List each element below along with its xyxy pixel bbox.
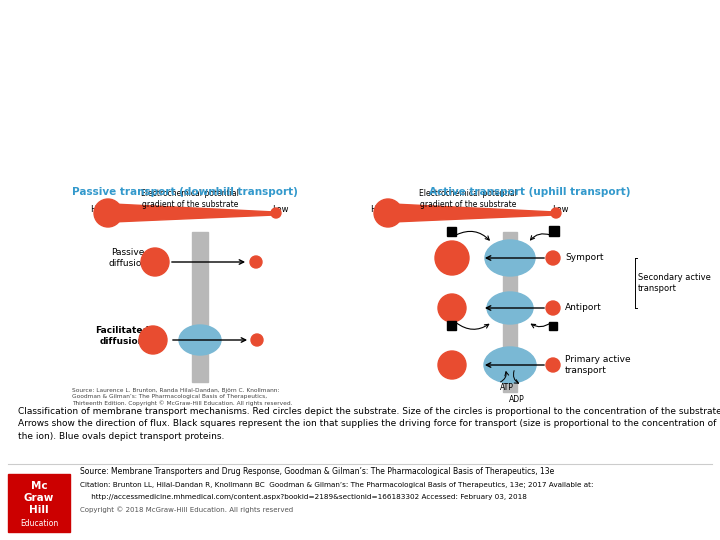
- Text: Antiport: Antiport: [565, 303, 602, 313]
- Bar: [549, 322, 557, 330]
- Circle shape: [546, 301, 560, 315]
- Text: Low: Low: [552, 205, 568, 213]
- Text: Source: Membrane Transporters and Drug Response, Goodman & Gilman’s: The Pharmac: Source: Membrane Transporters and Drug R…: [80, 468, 554, 476]
- Text: Copyright © 2018 McGraw-Hill Education. All rights reserved: Copyright © 2018 McGraw-Hill Education. …: [80, 507, 293, 514]
- Circle shape: [250, 256, 262, 268]
- Bar: [8, 474, 70, 532]
- Circle shape: [551, 208, 561, 218]
- Text: Graw: Graw: [24, 493, 54, 503]
- Text: Classification of membrane transport mechanisms. Red circles depict the substrat: Classification of membrane transport mec…: [18, 407, 720, 441]
- Text: Mc: Mc: [31, 481, 48, 491]
- Polygon shape: [393, 204, 555, 222]
- Text: Symport: Symport: [565, 253, 603, 262]
- Text: Low: Low: [271, 205, 288, 213]
- Circle shape: [435, 241, 469, 275]
- Circle shape: [438, 294, 466, 322]
- Circle shape: [94, 199, 122, 227]
- Text: High: High: [90, 205, 109, 213]
- Bar: [503, 232, 517, 392]
- Bar: [192, 232, 208, 382]
- Text: High: High: [370, 205, 390, 213]
- Text: Facilitated
diffusion: Facilitated diffusion: [95, 326, 149, 346]
- Ellipse shape: [485, 240, 535, 276]
- Text: Active transport (uphill transport): Active transport (uphill transport): [429, 187, 631, 197]
- Circle shape: [139, 326, 167, 354]
- Polygon shape: [113, 204, 275, 222]
- Text: Hill: Hill: [30, 505, 49, 515]
- Bar: [447, 321, 456, 330]
- Text: Source: Laurence L. Brunton, Randa Hilal-Dandan, Björn C. Knollmann:
Goodman & G: Source: Laurence L. Brunton, Randa Hilal…: [72, 388, 292, 406]
- Circle shape: [546, 251, 560, 265]
- Circle shape: [438, 351, 466, 379]
- Text: Primary active
transport: Primary active transport: [565, 355, 631, 375]
- Ellipse shape: [487, 292, 533, 324]
- Text: Electrochemical potential
gradient of the substrate: Electrochemical potential gradient of th…: [141, 189, 239, 209]
- Bar: [549, 226, 559, 236]
- Text: Passive transport (downhill transport): Passive transport (downhill transport): [72, 187, 298, 197]
- Text: Passive
diffusion: Passive diffusion: [109, 248, 148, 268]
- Text: Electrochemical potential
gradient of the substrate: Electrochemical potential gradient of th…: [419, 189, 517, 209]
- Text: http://accessmedicine.mhmedical.com/content.aspx?bookid=2189&sectionid=166183302: http://accessmedicine.mhmedical.com/cont…: [80, 494, 527, 500]
- Circle shape: [141, 248, 169, 276]
- Text: Education: Education: [20, 519, 58, 529]
- Text: ADP: ADP: [509, 395, 525, 403]
- Circle shape: [271, 208, 281, 218]
- Ellipse shape: [484, 347, 536, 383]
- Bar: [447, 227, 456, 236]
- Text: Citation: Brunton LL, Hilal-Dandan R, Knollmann BC  Goodman & Gilman’s: The Phar: Citation: Brunton LL, Hilal-Dandan R, Kn…: [80, 482, 593, 488]
- Circle shape: [251, 334, 263, 346]
- Circle shape: [546, 358, 560, 372]
- Text: ATP: ATP: [500, 383, 514, 393]
- Ellipse shape: [179, 325, 221, 355]
- Circle shape: [374, 199, 402, 227]
- Text: Secondary active
transport: Secondary active transport: [638, 273, 711, 293]
